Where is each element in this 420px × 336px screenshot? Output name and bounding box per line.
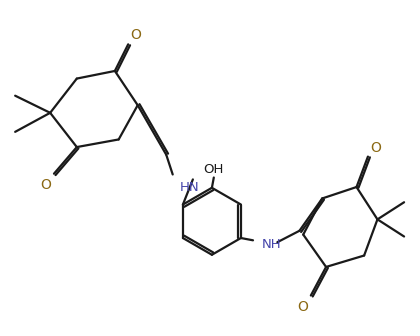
Text: O: O — [370, 141, 381, 155]
Text: O: O — [297, 300, 308, 314]
Text: OH: OH — [204, 163, 224, 176]
Text: O: O — [130, 29, 141, 42]
Text: O: O — [40, 178, 51, 192]
Text: NH: NH — [261, 238, 281, 251]
Text: HN: HN — [180, 181, 199, 194]
